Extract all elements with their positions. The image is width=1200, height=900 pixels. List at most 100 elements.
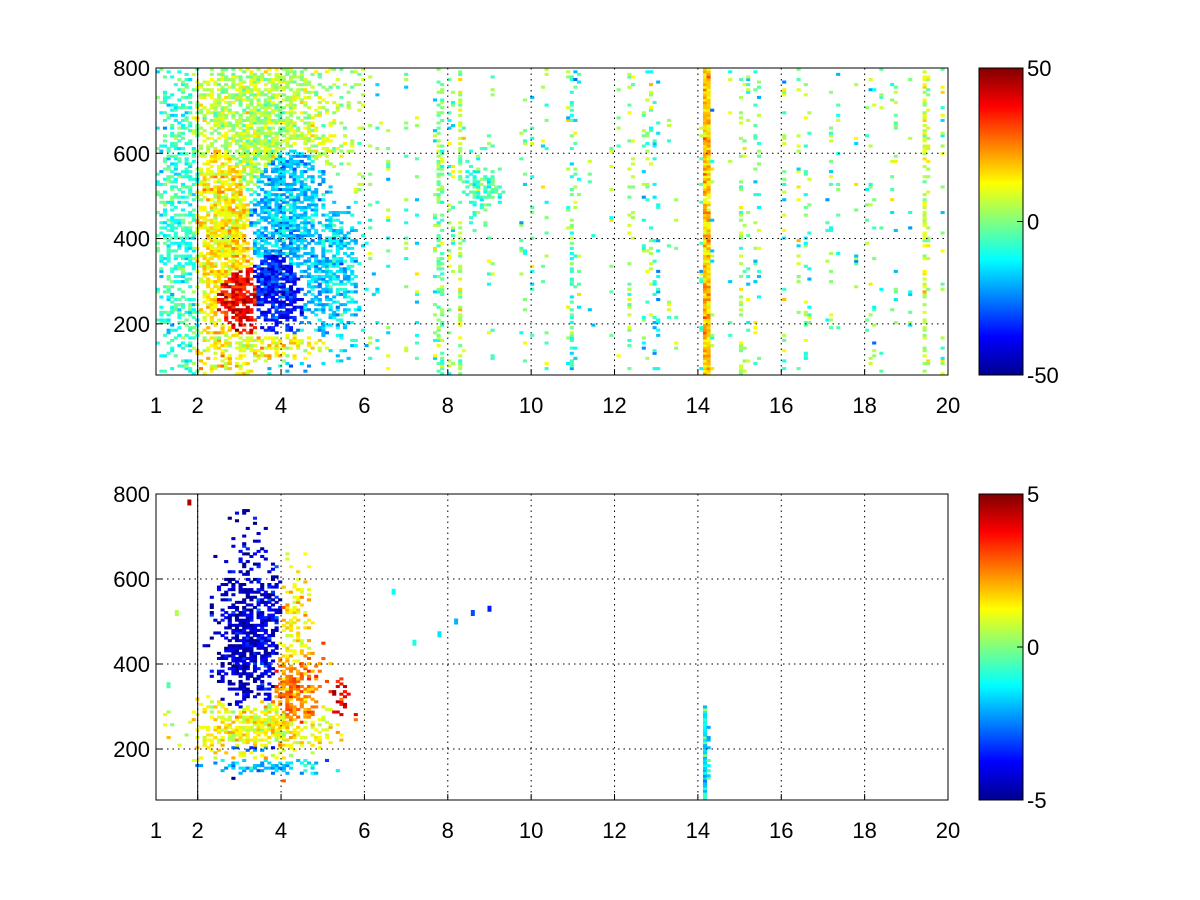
heatmap-cell (285, 121, 290, 125)
heatmap-cell (576, 269, 582, 273)
heatmap-cell (440, 364, 445, 368)
x-tick-label: 1 (150, 393, 162, 418)
heatmap-cell (227, 280, 232, 284)
heatmap-cell (270, 85, 276, 89)
heatmap-cell (278, 223, 283, 227)
heatmap-cell (803, 213, 808, 217)
heatmap-cell (321, 246, 326, 250)
heatmap-cell (238, 93, 243, 97)
x-tick-label: 2 (192, 393, 204, 418)
heatmap-cell (281, 315, 286, 319)
heatmap-cell (202, 267, 207, 271)
heatmap-cell (288, 121, 294, 125)
heatmap-cell (213, 180, 218, 184)
heatmap-cell (278, 310, 283, 314)
heatmap-cell (184, 231, 189, 235)
heatmap-cell (321, 323, 326, 327)
heatmap-cell (756, 154, 762, 158)
heatmap-cell (245, 129, 250, 133)
heatmap-cell (242, 208, 247, 212)
heatmap-cell (368, 75, 373, 79)
heatmap-cell (314, 90, 319, 94)
heatmap-cell (321, 98, 326, 102)
heatmap-cell (490, 180, 495, 184)
heatmap-cell (234, 313, 240, 317)
heatmap-cell (270, 226, 276, 230)
top-colorbar: 500-50 (978, 56, 1059, 388)
heatmap-cell (216, 336, 222, 340)
heatmap-cell (238, 705, 243, 709)
heatmap-cell (569, 262, 574, 266)
heatmap-cell (278, 152, 283, 156)
heatmap-cell (281, 182, 286, 186)
heatmap-cell (702, 328, 708, 332)
heatmap-cell (220, 185, 225, 189)
heatmap-cell (202, 226, 207, 230)
heatmap-cell (497, 167, 502, 171)
heatmap-cell (234, 226, 240, 230)
heatmap-cell (292, 200, 297, 204)
heatmap-cell (267, 318, 272, 322)
heatmap-cell (310, 190, 315, 194)
heatmap-cell (213, 631, 218, 635)
heatmap-cell (782, 141, 787, 145)
heatmap-cell (238, 341, 243, 345)
heatmap-cell (630, 211, 636, 215)
heatmap-cell (278, 141, 283, 145)
heatmap-cell (206, 144, 211, 148)
heatmap-cell (893, 321, 898, 325)
heatmap-cell (267, 213, 272, 217)
heatmap-cell (274, 75, 279, 79)
heatmap-cell (796, 274, 801, 279)
heatmap-cell (231, 75, 236, 79)
heatmap-cell (458, 308, 463, 312)
heatmap-cell (292, 159, 297, 163)
heatmap-cell (742, 269, 747, 273)
heatmap-cell (177, 213, 182, 217)
heatmap-cell (782, 287, 787, 291)
heatmap-cell (702, 170, 708, 174)
heatmap-cell (188, 298, 193, 302)
heatmap-cell (180, 305, 186, 309)
heatmap-cell (270, 231, 276, 235)
heatmap-cell (386, 167, 391, 171)
heatmap-cell (267, 193, 272, 197)
heatmap-cell (242, 682, 247, 686)
heatmap-cell (922, 134, 927, 138)
heatmap-cell (234, 580, 240, 584)
heatmap-cell (641, 182, 646, 186)
heatmap-cell (267, 198, 272, 202)
heatmap-cell (278, 246, 283, 250)
heatmap-cell (285, 354, 290, 358)
heatmap-cell (166, 321, 171, 325)
heatmap-cell (242, 598, 247, 602)
heatmap-cell (274, 218, 279, 222)
heatmap-cell (281, 175, 286, 179)
heatmap-cell (494, 185, 499, 189)
heatmap-cell (170, 228, 175, 232)
heatmap-cell (569, 359, 574, 363)
heatmap-cell (872, 341, 877, 345)
heatmap-cell (180, 264, 186, 268)
heatmap-cell (238, 280, 243, 284)
heatmap-cell (274, 203, 279, 207)
heatmap-cell (227, 254, 232, 258)
heatmap-cell (263, 154, 268, 158)
heatmap-cell (908, 310, 913, 314)
heatmap-cell (263, 236, 268, 240)
heatmap-cell (220, 736, 225, 740)
heatmap-cell (202, 139, 207, 143)
heatmap-cell (249, 121, 254, 125)
heatmap-cell (234, 157, 240, 161)
heatmap-cell (569, 241, 574, 245)
heatmap-cell (206, 211, 211, 215)
heatmap-cell (216, 126, 222, 130)
heatmap-cell (314, 187, 319, 192)
heatmap-cell (306, 264, 312, 268)
heatmap-cell (206, 228, 211, 232)
heatmap-cell (216, 116, 222, 120)
heatmap-cell (285, 292, 290, 296)
heatmap-cell (278, 341, 283, 345)
heatmap-cell (436, 344, 441, 348)
